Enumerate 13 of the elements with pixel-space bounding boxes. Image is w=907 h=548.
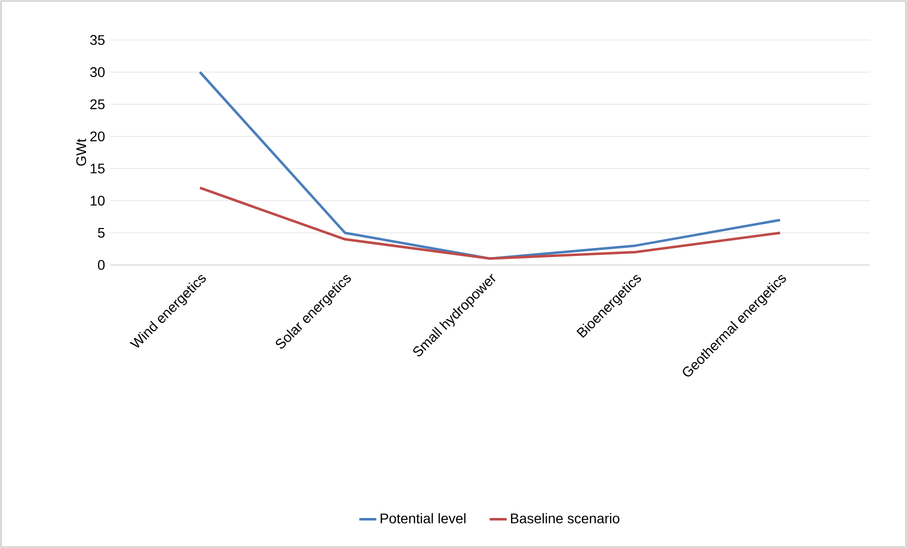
y-tick-label: 30 — [90, 67, 105, 78]
line-series — [198, 186, 782, 260]
legend-label: Potential level — [380, 513, 466, 524]
y-tick-label: 35 — [90, 35, 105, 45]
y-tick-label: 20 — [90, 131, 105, 142]
y-tick-label: 15 — [90, 164, 105, 174]
legend-label: Baseline scenario — [511, 513, 620, 524]
y-axis-title: GWt — [76, 138, 86, 166]
y-tick-label: 0 — [98, 260, 105, 270]
line-series — [198, 70, 782, 260]
y-tick-label: 25 — [90, 99, 105, 110]
y-tick-label: 10 — [90, 196, 105, 206]
y-tick-label: 5 — [98, 228, 105, 238]
